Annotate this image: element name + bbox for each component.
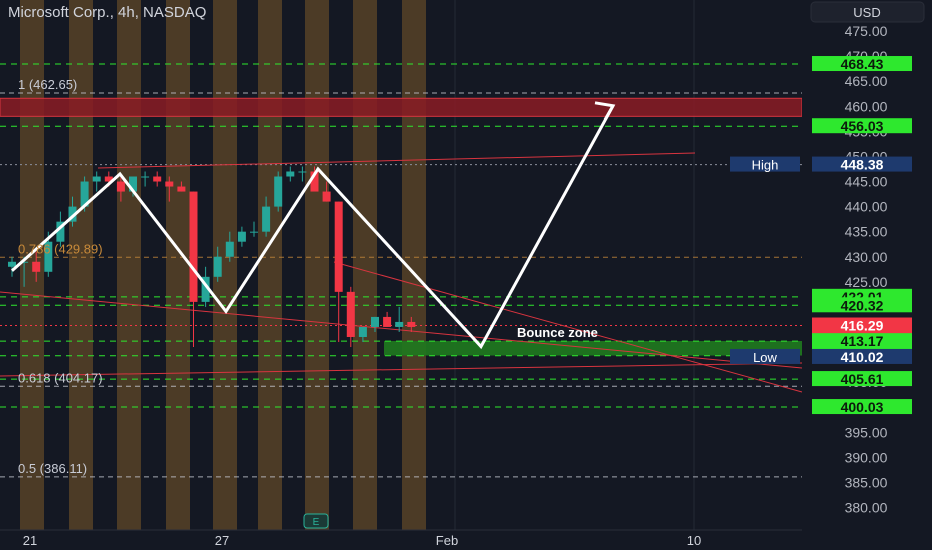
time-label-feb: Feb <box>436 533 458 548</box>
trendlines <box>0 152 803 393</box>
price-tick-6: 445.00 <box>845 174 888 190</box>
fib-label-2: 0.618 (404.17) <box>18 370 103 385</box>
fib-labels: 1 (462.65) 0.786 (429.89) 0.618 (404.17) 0.… <box>18 77 103 476</box>
price-tick-3: 460.00 <box>845 98 888 114</box>
candle-7 <box>92 171 101 192</box>
currency-label: USD <box>853 5 880 20</box>
price-tick-8: 435.00 <box>845 224 888 240</box>
candle-24 <box>298 166 307 182</box>
price-tick-9: 430.00 <box>845 249 888 265</box>
candle-9 <box>116 176 125 202</box>
candle-14 <box>177 181 186 192</box>
price-axis-panel <box>802 0 932 530</box>
svg-text:468.43: 468.43 <box>841 56 884 72</box>
candle-18 <box>225 231 234 262</box>
price-badge-420.32: 420.32 <box>812 297 912 313</box>
svg-text:420.32: 420.32 <box>841 297 884 313</box>
price-tick-19: 380.00 <box>845 500 888 516</box>
price-tick-2: 465.00 <box>845 73 888 89</box>
candle-22 <box>274 171 283 212</box>
price-badge-468.43: 468.43 <box>812 56 912 72</box>
svg-text:410.02: 410.02 <box>841 349 884 365</box>
session-band-3 <box>166 0 190 530</box>
price-tick-0: 475.00 <box>845 23 888 39</box>
svg-text:400.03: 400.03 <box>841 399 884 415</box>
price-badge-405.61: 405.61 <box>812 371 912 387</box>
candle-20 <box>250 221 258 237</box>
earnings-marker-label: E <box>313 517 320 528</box>
price-badge-456.03: 456.03 <box>812 118 912 134</box>
candle-25 <box>310 166 319 192</box>
price-badge-400.03: 400.03 <box>812 399 912 415</box>
time-label-21: 21 <box>23 533 37 548</box>
session-band-2 <box>117 0 141 530</box>
candles <box>8 166 416 348</box>
vertical-grid <box>454 0 695 530</box>
candle-2 <box>32 251 41 282</box>
candle-19 <box>237 226 246 247</box>
session-band-5 <box>258 0 282 530</box>
svg-text:416.29: 416.29 <box>841 318 884 334</box>
projection-path <box>10 105 615 350</box>
session-band-6 <box>305 0 329 530</box>
price-tick-16: 395.00 <box>845 424 888 440</box>
earnings-marker[interactable]: E <box>303 513 329 529</box>
candle-26 <box>322 181 331 202</box>
chart-title: Microsoft Corp., 4h, NASDAQ <box>8 4 206 21</box>
price-tick-17: 390.00 <box>845 449 888 465</box>
price-badges: 468.43456.03448.38High422.01420.32416.29… <box>730 56 912 415</box>
svg-text:405.61: 405.61 <box>841 371 884 387</box>
candle-11 <box>141 171 150 187</box>
candle-21 <box>262 196 271 237</box>
svg-text:High: High <box>752 158 779 173</box>
candle-27 <box>334 201 343 343</box>
candle-32 <box>395 306 404 332</box>
price-badge-413.17: 413.17 <box>812 333 912 349</box>
price-tick-7: 440.00 <box>845 199 888 215</box>
svg-text:Low: Low <box>753 350 777 365</box>
time-label-10: 10 <box>687 533 701 548</box>
candle-5 <box>68 196 77 227</box>
time-label-27: 27 <box>215 533 229 548</box>
candle-0 <box>8 256 16 277</box>
candle-28 <box>346 286 355 348</box>
fib-label-0: 1 (462.65) <box>18 77 77 92</box>
session-band-7 <box>353 0 377 530</box>
candle-12 <box>153 171 162 187</box>
resistance-zone <box>0 97 803 117</box>
candle-23 <box>286 166 295 182</box>
price-tick-10: 425.00 <box>845 274 888 290</box>
candle-17 <box>213 246 222 282</box>
svg-text:456.03: 456.03 <box>841 118 884 134</box>
candle-30 <box>371 316 379 332</box>
currency-button[interactable]: USD <box>810 1 925 23</box>
session-bands <box>20 0 426 530</box>
price-badge-448.38: 448.38 High <box>730 156 912 173</box>
candle-13 <box>165 176 174 202</box>
candle-33 <box>407 316 416 332</box>
candle-31 <box>383 311 392 327</box>
svg-text:448.38: 448.38 <box>841 157 884 173</box>
projection-arrowhead <box>594 101 616 121</box>
session-band-1 <box>69 0 93 530</box>
fib-label-1: 0.786 (429.89) <box>18 241 103 256</box>
time-axis-panel <box>0 530 932 550</box>
bounce-zone-label: Bounce zone <box>517 325 598 340</box>
price-badge-410.02: 410.02 Low <box>730 348 912 365</box>
price-axis-ticks: 475.00470.00465.00460.00455.00450.00445.… <box>845 23 888 515</box>
candle-29 <box>358 326 367 343</box>
price-tick-18: 385.00 <box>845 474 888 490</box>
fib-label-3: 0.5 (386.11) <box>18 461 87 476</box>
svg-text:413.17: 413.17 <box>841 333 884 349</box>
